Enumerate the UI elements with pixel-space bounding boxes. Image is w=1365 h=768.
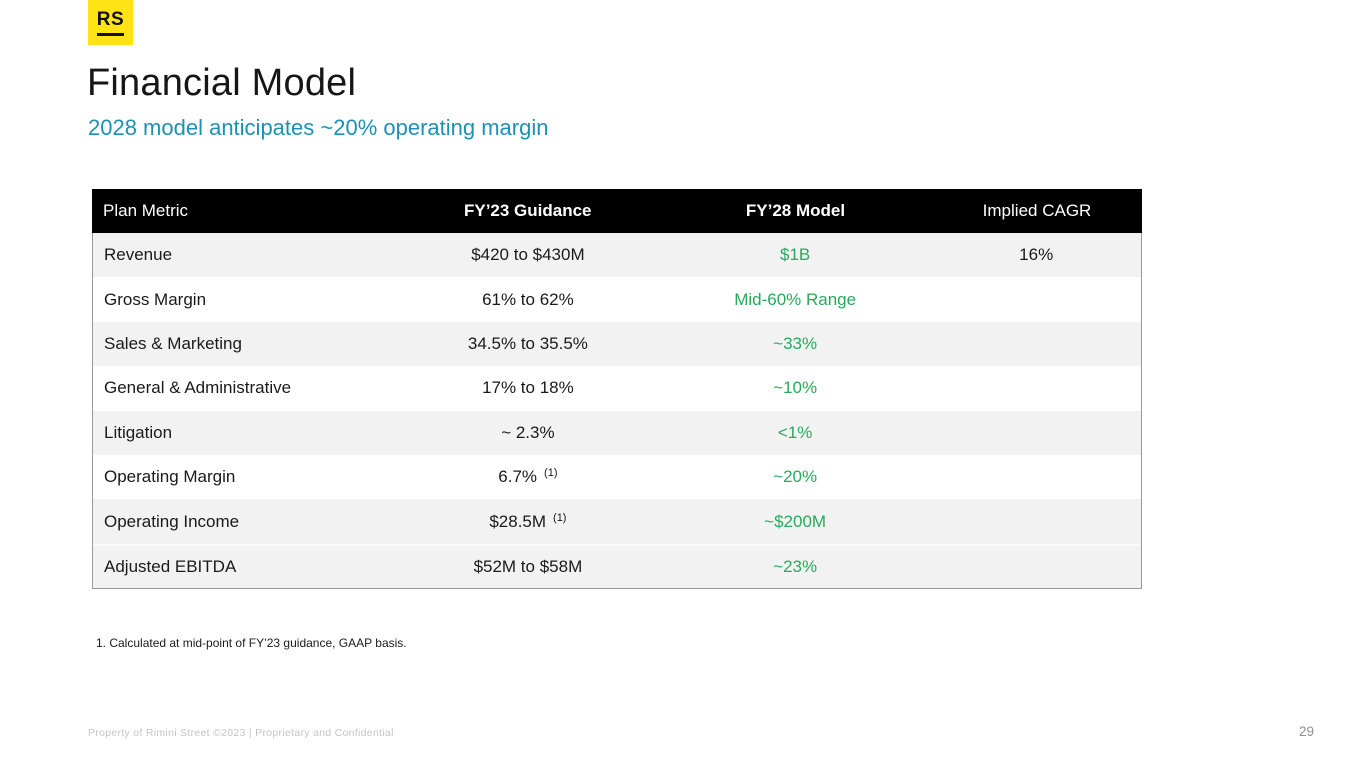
fy23-value: $52M to $58M bbox=[473, 556, 583, 576]
rimini-street-logo: RS bbox=[88, 0, 133, 45]
footnote-marker: (1) bbox=[553, 511, 567, 524]
table-row-general-administrative: General & Administrative 17% to 18% ~10% bbox=[93, 366, 1141, 411]
fy28-value: ~23% bbox=[773, 556, 818, 576]
fy28-value: Mid-60% Range bbox=[734, 289, 857, 309]
column-header-fy23-guidance: FY’23 Guidance bbox=[463, 201, 592, 220]
cagr-value bbox=[931, 366, 1141, 410]
fy28-value: ~10% bbox=[773, 378, 818, 398]
metric-label: Gross Margin bbox=[104, 289, 207, 309]
metric-label: Litigation bbox=[104, 422, 173, 442]
fy23-value-text: 6.7% bbox=[498, 467, 538, 487]
fy28-value: <1% bbox=[777, 422, 813, 442]
fy23-value: ~ 2.3% bbox=[501, 422, 555, 442]
cagr-value: 16% bbox=[1019, 245, 1054, 265]
column-header-fy28-model: FY’28 Model bbox=[745, 201, 846, 220]
fy23-value: 61% to 62% bbox=[482, 289, 574, 309]
logo-underline bbox=[97, 32, 124, 36]
cagr-value bbox=[931, 277, 1141, 321]
metric-label: General & Administrative bbox=[104, 378, 292, 398]
cagr-value bbox=[931, 499, 1141, 543]
page-title: Financial Model bbox=[87, 62, 357, 104]
cagr-value bbox=[931, 322, 1141, 366]
page-number: 29 bbox=[1298, 724, 1314, 739]
table-row-revenue: Revenue $420 to $430M $1B 16% bbox=[93, 233, 1141, 278]
table-footnote: 1. Calculated at mid-point of FY’23 guid… bbox=[96, 636, 407, 650]
metric-label: Adjusted EBITDA bbox=[104, 556, 237, 576]
table-row-operating-margin: Operating Margin 6.7% (1) ~20% bbox=[93, 454, 1141, 500]
column-header-plan-metric: Plan Metric bbox=[103, 201, 189, 220]
fy23-value: $28.5M (1) bbox=[397, 499, 659, 543]
table-row-gross-margin: Gross Margin 61% to 62% Mid-60% Range bbox=[93, 277, 1141, 322]
metric-label: Operating Margin bbox=[104, 467, 236, 487]
table-row-litigation: Litigation ~ 2.3% <1% bbox=[93, 410, 1141, 455]
fy23-value: 6.7% (1) bbox=[397, 455, 659, 499]
financial-model-table: Plan Metric FY’23 Guidance FY’28 Model I… bbox=[92, 189, 1142, 590]
metric-label: Revenue bbox=[104, 245, 173, 265]
table-header-row: Plan Metric FY’23 Guidance FY’28 Model I… bbox=[92, 189, 1142, 233]
cagr-value bbox=[931, 546, 1141, 588]
fy28-value: $1B bbox=[780, 245, 811, 265]
fy28-value: ~33% bbox=[773, 333, 818, 353]
fy23-value-text: $28.5M bbox=[489, 511, 547, 531]
logo-text: RS bbox=[96, 8, 125, 30]
table-row-operating-income: Operating Income $28.5M (1) ~$200M bbox=[93, 499, 1141, 544]
fy28-value: ~$200M bbox=[764, 511, 827, 531]
fy28-value: ~20% bbox=[773, 467, 818, 487]
fy23-value: $420 to $430M bbox=[471, 245, 585, 265]
metric-label: Operating Income bbox=[104, 511, 240, 531]
column-header-implied-cagr: Implied CAGR bbox=[982, 201, 1092, 220]
cagr-value bbox=[931, 411, 1141, 455]
page-subtitle: 2028 model anticipates ~20% operating ma… bbox=[88, 115, 549, 140]
cagr-value bbox=[931, 455, 1141, 499]
table-row-adjusted-ebitda: Adjusted EBITDA $52M to $58M ~23% bbox=[93, 543, 1141, 589]
footnote-marker: (1) bbox=[544, 467, 558, 480]
metric-label: Sales & Marketing bbox=[104, 333, 242, 353]
fy23-value: 34.5% to 35.5% bbox=[467, 333, 588, 353]
footer-confidentiality: Property of Rimini Street ©2023 | Propri… bbox=[88, 727, 394, 739]
table-row-sales-marketing: Sales & Marketing 34.5% to 35.5% ~33% bbox=[93, 321, 1141, 367]
fy23-value: 17% to 18% bbox=[482, 378, 574, 398]
